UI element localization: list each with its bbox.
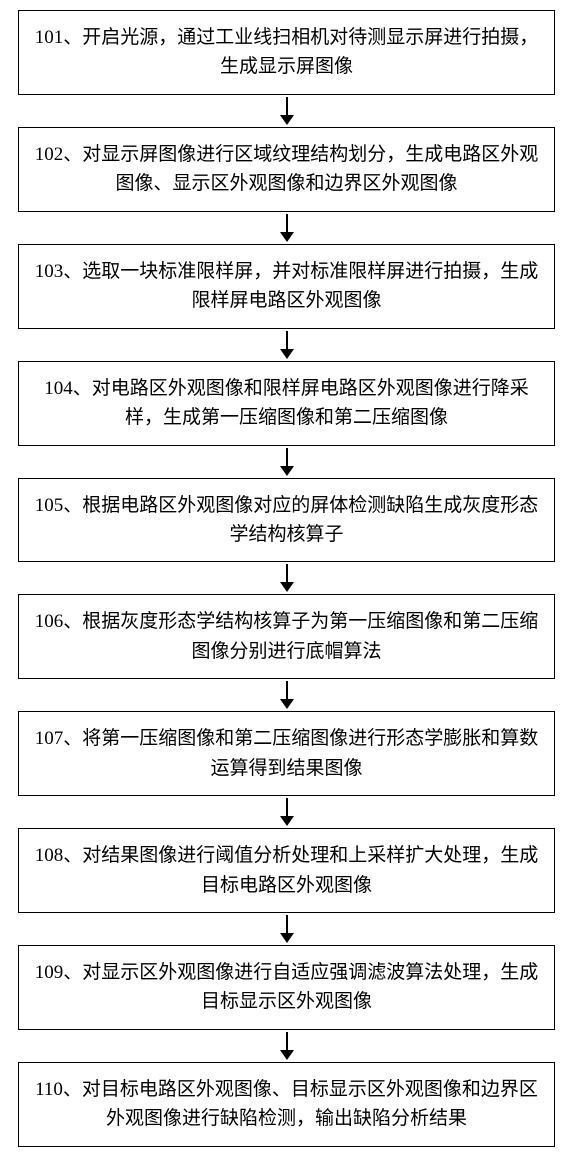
arrow-down-icon <box>277 915 297 943</box>
step-box-110: 110、对目标电路区外观图像、目标显示区外观图像和边界区外观图像进行缺陷检测，输… <box>18 1062 555 1147</box>
step-box-101: 101、开启光源，通过工业线扫相机对待测显示屏进行拍摄，生成显示屏图像 <box>18 10 555 95</box>
step-box-108: 108、对结果图像进行阈值分析处理和上采样扩大处理，生成目标电路区外观图像 <box>18 828 555 913</box>
step-box-104: 104、对电路区外观图像和限样屏电路区外观图像进行降采样，生成第一压缩图像和第二… <box>18 361 555 446</box>
arrow-down-icon <box>277 214 297 242</box>
step-text: 109、对显示区外观图像进行自适应强调滤波算法处理，生成目标显示区外观图像 <box>35 962 539 1012</box>
flowchart-container: 101、开启光源，通过工业线扫相机对待测显示屏进行拍摄，生成显示屏图像 102、… <box>0 0 573 1167</box>
arrow-down-icon <box>277 798 297 826</box>
arrow-down-icon <box>277 1032 297 1060</box>
step-box-107: 107、将第一压缩图像和第二压缩图像进行形态学膨胀和算数运算得到结果图像 <box>18 711 555 796</box>
step-text: 101、开启光源，通过工业线扫相机对待测显示屏进行拍摄，生成显示屏图像 <box>35 27 539 77</box>
arrow-down-icon <box>277 331 297 359</box>
step-box-105: 105、根据电路区外观图像对应的屏体检测缺陷生成灰度形态学结构核算子 <box>18 478 555 563</box>
arrow-down-icon <box>277 681 297 709</box>
step-text: 110、对目标电路区外观图像、目标显示区外观图像和边界区外观图像进行缺陷检测，输… <box>35 1079 538 1129</box>
step-text: 102、对显示屏图像进行区域纹理结构划分，生成电路区外观图像、显示区外观图像和边… <box>35 144 539 194</box>
step-text: 104、对电路区外观图像和限样屏电路区外观图像进行降采样，生成第一压缩图像和第二… <box>44 378 529 428</box>
step-text: 108、对结果图像进行阈值分析处理和上采样扩大处理，生成目标电路区外观图像 <box>35 845 539 895</box>
step-text: 105、根据电路区外观图像对应的屏体检测缺陷生成灰度形态学结构核算子 <box>35 495 539 545</box>
step-text: 103、选取一块标准限样屏，并对标准限样屏进行拍摄，生成限样屏电路区外观图像 <box>35 261 539 311</box>
arrow-down-icon <box>277 448 297 476</box>
arrow-down-icon <box>277 97 297 125</box>
step-box-103: 103、选取一块标准限样屏，并对标准限样屏进行拍摄，生成限样屏电路区外观图像 <box>18 244 555 329</box>
step-box-109: 109、对显示区外观图像进行自适应强调滤波算法处理，生成目标显示区外观图像 <box>18 945 555 1030</box>
step-box-106: 106、根据灰度形态学结构核算子为第一压缩图像和第二压缩图像分别进行底帽算法 <box>18 594 555 679</box>
step-text: 107、将第一压缩图像和第二压缩图像进行形态学膨胀和算数运算得到结果图像 <box>35 728 539 778</box>
step-box-102: 102、对显示屏图像进行区域纹理结构划分，生成电路区外观图像、显示区外观图像和边… <box>18 127 555 212</box>
step-text: 106、根据灰度形态学结构核算子为第一压缩图像和第二压缩图像分别进行底帽算法 <box>35 611 539 661</box>
arrow-down-icon <box>277 564 297 592</box>
